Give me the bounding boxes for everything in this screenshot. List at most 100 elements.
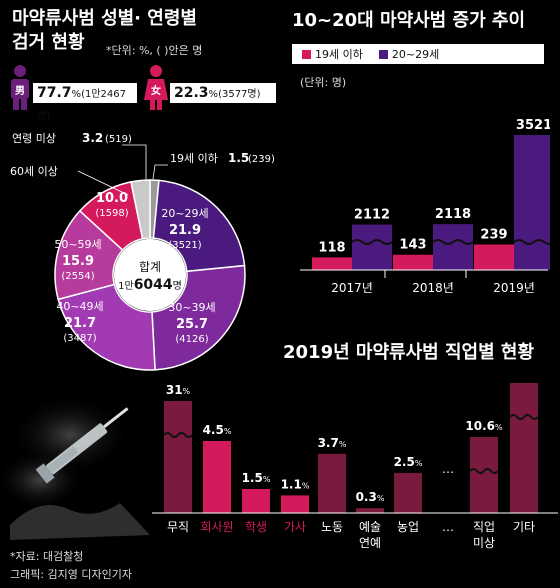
slice-count-3: (3487) [63, 333, 96, 344]
trend-bar-chart: 118 2112 2017년 143 2118 2018년 239 3521 2019년 [300, 118, 550, 295]
leader-line-6 [122, 144, 147, 179]
occ-value-7: … [442, 462, 454, 476]
slice-value-3: 21.7 [64, 316, 96, 331]
female-count: (3577명) [218, 89, 261, 100]
occ-label-1-0: 회사원 [200, 520, 233, 534]
occ-bar-1 [203, 441, 231, 513]
slice-label-1: 20~29세 [161, 207, 208, 220]
slice-count-1: (3521) [168, 240, 201, 251]
donut-total-prefix: 1만 [118, 280, 134, 292]
occ-label-6-0: 농업 [397, 520, 419, 534]
occ-value-4: 3.7% [318, 436, 347, 450]
donut-total-number: 6044 [134, 277, 173, 293]
occ-label-8-0: 직업 [473, 520, 495, 534]
male-count: (1만2467명) [37, 89, 126, 122]
age-donut-chart: 합계 1만6044명 20~29세 21.9 (3521) 30~39세 25.7 (4126… [10, 131, 275, 371]
slice-count-6: (519) [105, 134, 132, 145]
trend-break-1 [432, 239, 474, 245]
occ-value-1: 4.5% [203, 423, 232, 437]
trend-value-0-1: 143 [399, 238, 426, 253]
occ-bar-5 [356, 508, 384, 513]
occ-label-0-0: 무직 [167, 520, 189, 534]
legend-swatch-twenties [378, 49, 388, 59]
leader-line-0 [152, 164, 168, 180]
occ-break-0 [163, 432, 193, 438]
occ-bar-4 [318, 453, 346, 513]
donut-slice-1 [152, 179, 246, 273]
syringe-smoke-illustration [0, 395, 150, 540]
unit-note: *단위: %, ( )안은 명 [106, 44, 203, 57]
occ-value-6: 2.5% [394, 455, 423, 469]
trend-value-1-1: 2118 [435, 207, 471, 222]
trend-bar-0-1 [393, 254, 433, 270]
occ-label-3-0: 가사 [284, 520, 306, 534]
trend-legend: 19세 이하 20~29세 [292, 44, 544, 64]
trend-xlabel-0: 2017년 [331, 281, 373, 295]
legend-item-twenties: 20~29세 [378, 46, 439, 62]
trend-bar-0-0 [312, 257, 352, 270]
slice-count-5: (1598) [95, 208, 128, 219]
donut-center [114, 239, 186, 311]
male-pct-sign: % [71, 89, 82, 100]
occupation-title: 2019년 마약류사범 직업별 현황 [283, 342, 535, 363]
female-stat-box: 22.3%(3577명) [170, 83, 276, 103]
source-credit: *자료: 대검찰청 [10, 550, 84, 563]
pie-title-line1: 마약류사범 성별· 연령별 [12, 8, 197, 29]
trend-value-1-2: 3521 [516, 118, 550, 133]
pie-title-line2: 검거 현황 [12, 32, 85, 53]
occ-label-5-1: 연예 [359, 536, 381, 550]
donut-slice-3 [57, 283, 156, 371]
slice-value-2: 25.7 [176, 317, 208, 332]
legend-item-teens: 19세 이하 [302, 46, 363, 62]
slice-label-4: 50~59세 [54, 238, 101, 251]
occ-value-3: 1.1% [281, 477, 310, 491]
occ-label-4-0: 노동 [321, 520, 343, 534]
slice-count-0: (239) [248, 154, 275, 165]
trend-break-0 [351, 239, 393, 245]
occ-label-7-0: … [442, 520, 454, 534]
occ-bar-9 [510, 383, 538, 513]
slice-label-3: 40~49세 [56, 300, 103, 313]
slice-value-4: 15.9 [62, 254, 94, 269]
male-icon-label: 男 [15, 85, 25, 97]
trend-value-1-0: 2112 [354, 208, 390, 223]
female-icon-label: 女 [151, 84, 161, 97]
occ-value-0: 31% [166, 383, 191, 397]
occ-value-5: 0.3% [356, 490, 385, 504]
occ-value-2: 1.5% [242, 471, 271, 485]
donut-total-label: 합계 [139, 260, 161, 274]
trend-value-0-0: 118 [318, 240, 345, 255]
donut-total-unit: 명 [173, 280, 182, 292]
slice-count-4: (2554) [61, 271, 94, 282]
leader-line-5 [77, 170, 129, 196]
occ-bar-2 [242, 489, 270, 513]
occ-value-8: 10.6% [465, 419, 503, 433]
female-pct-sign: % [208, 89, 219, 100]
male-person-icon: 男 [11, 65, 29, 110]
slice-label-5: 60세 이상 [10, 165, 58, 178]
female-person-icon: 女 [144, 65, 168, 110]
trend-xlabel-2: 2019년 [493, 281, 535, 295]
slice-value-6: 3.2 [82, 131, 103, 145]
trend-title: 10~20대 마약사범 증가 추이 [292, 10, 526, 31]
legend-swatch-teens [302, 49, 311, 59]
occ-label-9-0: 기타 [513, 520, 535, 534]
occ-break-9 [509, 414, 539, 420]
male-pct: 77.7 [37, 85, 72, 101]
slice-value-5: 10.0 [96, 191, 128, 206]
slice-value-1: 21.9 [169, 223, 201, 238]
slice-value-0: 1.5 [228, 151, 249, 165]
donut-total-value: 1만6044명 [118, 277, 182, 293]
occ-bar-8 [470, 437, 498, 513]
donut-slice-6 [130, 179, 151, 240]
slice-label-2: 30~39세 [168, 301, 215, 314]
occ-bar-0 [164, 401, 192, 513]
occ-label-8-1: 미상 [473, 536, 495, 550]
trend-bar-1-2 [514, 135, 550, 270]
donut-slice-2 [151, 264, 246, 371]
slice-label-6: 연령 미상 [12, 132, 56, 145]
trend-unit-note: (단위: 명) [300, 76, 347, 89]
male-stat-box: 77.7%(1만2467명) [33, 83, 137, 122]
trend-bar-1-1 [433, 224, 473, 270]
